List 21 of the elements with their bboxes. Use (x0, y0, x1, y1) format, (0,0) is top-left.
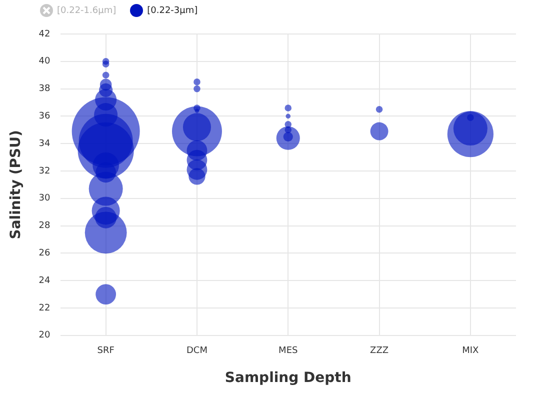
y-axis-title: Salinity (PSU) (8, 130, 24, 240)
y-tick-label: 30 (38, 194, 51, 204)
y-tick-label: 42 (38, 29, 50, 40)
x-tick-label: SRF (97, 346, 114, 356)
y-tick-label: 32 (38, 166, 50, 176)
y-tick-label: 20 (38, 330, 51, 341)
legend-label: [0.22-1.6μm] (57, 6, 116, 16)
y-tick-label: 38 (38, 84, 51, 94)
y-tick-label: 40 (38, 56, 51, 67)
y-tick-label: 34 (38, 138, 51, 149)
x-axis-title: Sampling Depth (224, 370, 352, 386)
x-tick-label: DCM (186, 346, 208, 356)
y-tick-label: 28 (38, 221, 51, 232)
y-tick-label: 36 (38, 112, 51, 122)
y-tick-label: 22 (38, 303, 50, 314)
y-tick-label: 26 (38, 248, 51, 259)
legend-label: [0.22-3μm] (147, 6, 198, 16)
x-tick-label: MES (278, 346, 298, 356)
x-tick-label: MIX (462, 346, 479, 356)
x-tick-label: ZZZ (370, 346, 389, 356)
y-tick-label: 24 (38, 276, 51, 286)
